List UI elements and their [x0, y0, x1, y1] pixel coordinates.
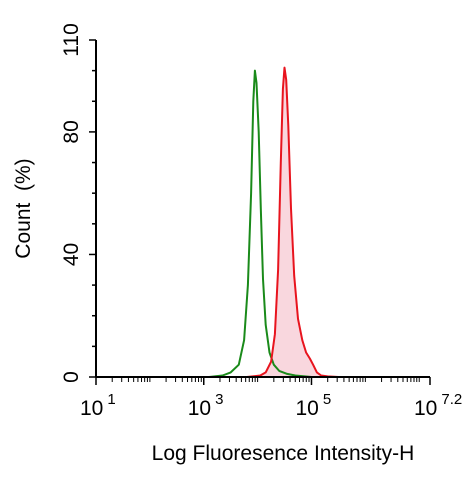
x-tick-exponent: 7.2 [441, 391, 462, 408]
x-tick-label: 10 3 [188, 391, 224, 420]
x-tick-exponent: 3 [215, 391, 223, 408]
series-1-fill [96, 67, 430, 377]
series-line-layer [96, 66, 430, 378]
y-tick-label: 110 [60, 23, 83, 56]
x-tick-base: 10 [80, 397, 103, 420]
axes-layer [89, 39, 431, 385]
y-tick-label: 80 [60, 120, 83, 143]
series-0-line [96, 69, 430, 378]
x-tick-base: 10 [188, 397, 211, 420]
y-axis-label: Count (%) [12, 158, 35, 258]
x-tick-base: 10 [414, 397, 437, 420]
series-fill-layer [96, 67, 430, 377]
x-tick-exponent: 1 [107, 391, 115, 408]
x-tick-label: 10 5 [295, 391, 331, 420]
x-tick-base: 10 [295, 397, 318, 420]
x-tick-label: 10 1 [80, 391, 116, 420]
x-tick-label: 10 7.2 [414, 391, 462, 420]
y-tick-label: 0 [60, 371, 83, 383]
x-tick-exponent: 5 [323, 391, 331, 408]
y-tick-label: 40 [60, 243, 83, 266]
series-1-line [96, 66, 430, 378]
x-axis-label: Log Fluoresence Intensity-H [152, 442, 415, 465]
